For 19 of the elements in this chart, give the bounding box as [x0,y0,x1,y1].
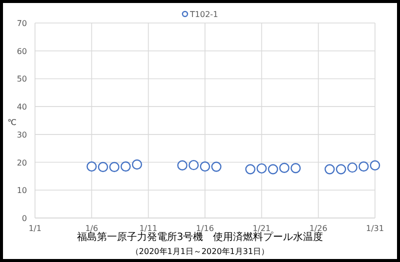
y-tick-label: 70 [16,19,27,28]
x-tick-label: 1/31 [366,224,384,233]
x-tick-label: 1/1 [28,224,42,233]
y-tick-label: 40 [16,102,27,112]
x-tick-label: 1/26 [309,224,328,233]
x-tick-label: 1/16 [196,224,214,233]
y-tick-label: 50 [16,74,27,84]
y-tick-label: 0 [22,214,27,223]
y-tick-label: 10 [16,186,27,196]
x-tick-label: 1/21 [252,224,271,233]
x-tick-label: 1/11 [139,224,158,233]
text: （2020年1月1日～2020年1月31日） [130,247,270,256]
text: 福島第一原子力発電所3号機 使用済燃料プール水温度 [76,231,324,243]
x-tick-label: 1/6 [85,224,98,233]
y-axis-title: ℃ [8,118,17,127]
y-tick-label: 30 [16,130,27,140]
legend-label: T102-1 [189,10,218,19]
y-tick-label: 60 [16,46,27,56]
y-tick-label: 20 [16,158,27,168]
